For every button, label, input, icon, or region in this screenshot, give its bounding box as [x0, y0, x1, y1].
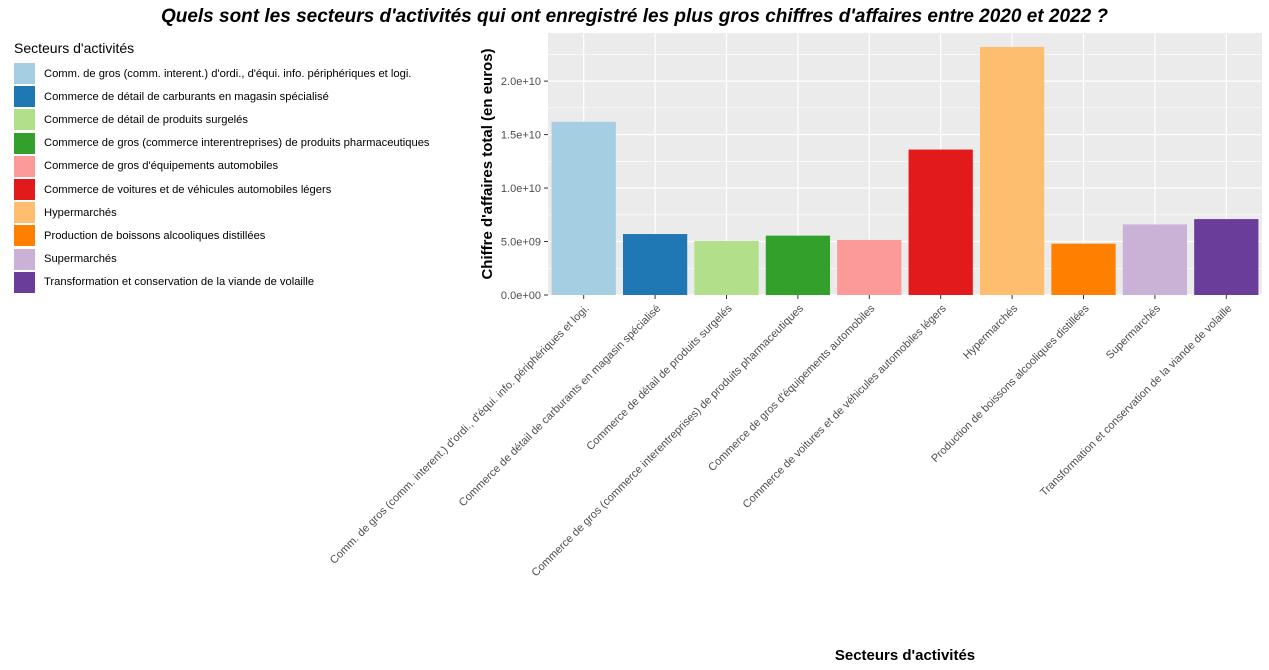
legend-swatch — [14, 132, 35, 154]
legend-label: Supermarchés — [44, 253, 117, 266]
bar — [1122, 224, 1188, 295]
legend-label: Commerce de détail de produits surgelés — [44, 113, 248, 126]
legend-item: Commerce de détail de carburants en maga… — [14, 85, 430, 108]
legend-item: Commerce de détail de produits surgelés — [14, 108, 430, 131]
legend-swatch — [14, 248, 35, 270]
legend-swatch — [14, 155, 35, 177]
y-tick-label: 1.5e+10 — [501, 130, 541, 142]
legend-item: Supermarchés — [14, 248, 430, 271]
legend-label: Commerce de gros d'équipements automobil… — [44, 160, 279, 173]
legend-swatch — [14, 63, 35, 85]
chart-title: Quels sont les secteurs d'activités qui … — [160, 6, 1109, 27]
legend-swatch — [14, 179, 35, 201]
y-tick-label: 5.0e+09 — [501, 237, 541, 249]
y-tick-label: 2.0e+10 — [501, 76, 541, 88]
legend-swatch — [14, 225, 35, 247]
legend-label: Hypermarchés — [44, 206, 117, 219]
bar — [908, 149, 973, 295]
x-tick-label: Production de boissons alcooliques disti… — [929, 302, 1092, 465]
bar — [551, 121, 616, 295]
legend-swatch — [14, 271, 35, 293]
bar — [765, 235, 831, 295]
legend-label: Commerce de gros (commerce interentrepri… — [44, 137, 430, 150]
x-tick-label: Supermarchés — [1104, 302, 1163, 361]
legend-label: Comm. de gros (comm. interent.) d'ordi.,… — [44, 67, 412, 80]
bar — [837, 239, 902, 295]
legend-title: Secteurs d'activités — [14, 40, 135, 56]
legend-item: Transformation et conservation de la via… — [14, 271, 430, 294]
legend-label: Commerce de détail de carburants en maga… — [44, 90, 329, 103]
legend-item: Commerce de gros d'équipements automobil… — [14, 155, 430, 178]
legend-item: Production de boissons alcooliques disti… — [14, 224, 430, 247]
x-tick-label: Commerce de détail de produits surgelés — [584, 302, 735, 453]
bar — [622, 234, 688, 295]
legend-swatch — [14, 202, 35, 224]
x-tick-label: Comm. de gros (comm. interent.) d'ordi.,… — [328, 303, 592, 567]
legend-item: Commerce de gros (commerce interentrepri… — [14, 132, 430, 155]
legend-items: Comm. de gros (comm. interent.) d'ordi.,… — [14, 62, 430, 294]
y-axis-title: Chiffre d'affaires total (en euros) — [479, 48, 496, 279]
bar — [979, 46, 1045, 296]
bar — [1194, 219, 1259, 295]
legend-item: Comm. de gros (comm. interent.) d'ordi.,… — [14, 62, 430, 85]
x-tick-label: Hypermarchés — [961, 302, 1020, 361]
legend-swatch — [14, 86, 35, 108]
legend-item: Hypermarchés — [14, 201, 430, 224]
legend-label: Production de boissons alcooliques disti… — [44, 229, 266, 242]
legend-swatch — [14, 109, 35, 131]
legend-item: Commerce de voitures et de véhicules aut… — [14, 178, 430, 201]
y-tick-label: 0.0e+00 — [501, 290, 541, 302]
legend-label: Transformation et conservation de la via… — [44, 276, 315, 289]
x-axis-title: Secteurs d'activités — [835, 647, 975, 664]
bar — [1051, 243, 1116, 295]
x-tick-label: Commerce de gros d'équipements automobil… — [706, 302, 878, 474]
y-tick-label: 1.0e+10 — [501, 183, 541, 195]
legend-label: Commerce de voitures et de véhicules aut… — [44, 183, 332, 196]
x-tick-label: Commerce de gros (commerce interentrepri… — [529, 302, 806, 579]
bar — [694, 240, 759, 295]
legend: Secteurs d'activités Comm. de gros (comm… — [14, 40, 430, 294]
